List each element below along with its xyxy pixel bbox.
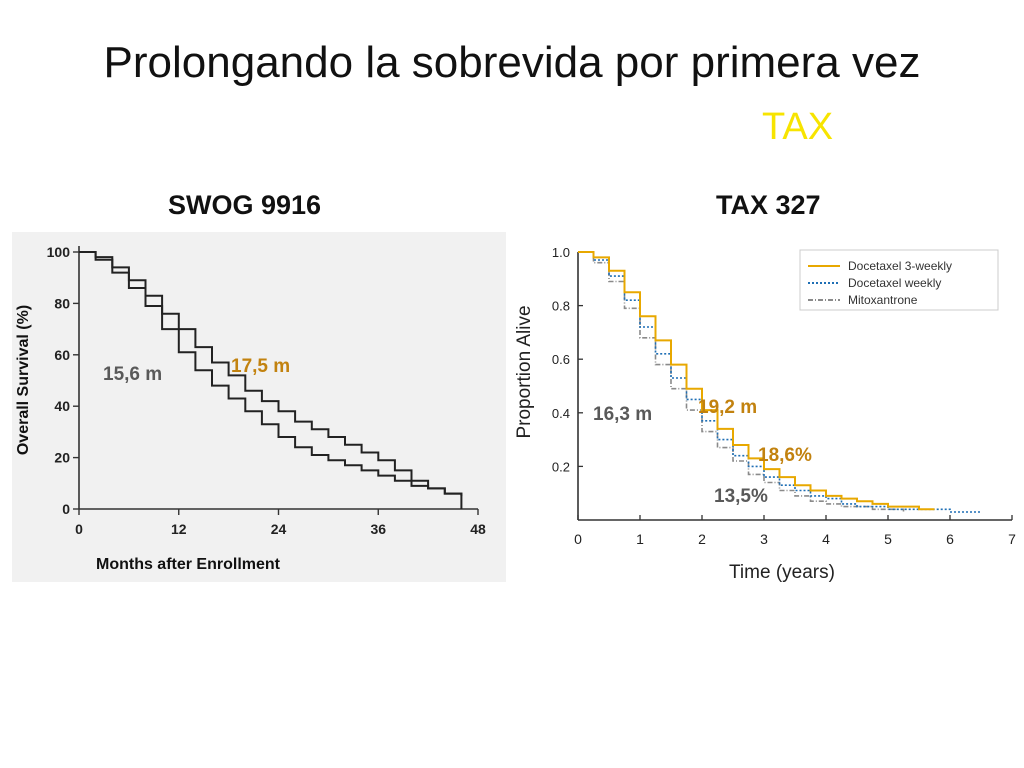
swog-y-tick-label: 100 [47,244,71,260]
swog-x-tick-label: 24 [271,521,287,537]
swog-y-tick-label: 80 [54,295,70,311]
tax327-y-axis-label: Proportion Alive [514,305,535,438]
tax327-legend: Docetaxel 3-weekly Docetaxel weekly Mitoxa… [799,249,999,311]
swog-x-axis-label: Months after Enrollment [96,556,281,573]
tax327-x-tick-label: 6 [946,531,954,547]
tax327-y-tick-label: 1.0 [552,245,570,260]
swog-x-tick-label: 48 [470,521,486,537]
slide-title: Prolongando la sobrevida por primera vez [103,38,921,87]
tax327-series-line-docetaxel-weekly [578,251,981,513]
tax327-x-axis-label: Time (years) [729,562,835,583]
tax327-y-tick-label: 0.6 [552,352,570,367]
tax327-series [578,251,981,513]
tax327-x-tick-label: 0 [574,531,582,547]
tax327-annotation-median-docetaxel: 19,2 m [698,397,757,418]
tax327-annotation-3yr-docetaxel: 18,6% [758,445,812,466]
tax327-legend-label: Docetaxel 3-weekly [848,259,952,273]
tax327-ticks: 0 1 2 3 4 5 6 7 0.2 0.4 0.6 0.8 1.0 [552,245,1016,547]
tax327-legend-label: Docetaxel weekly [848,276,941,290]
swog-y-axis-label: Overall Survival (%) [15,305,32,455]
swog-annotation-median-2: 17,5 m [231,356,290,377]
tax327-y-tick-label: 0.8 [552,299,570,314]
swog-y-tick-label: 0 [62,501,70,517]
tax327-legend-label: Mitoxantrone [848,293,918,307]
tax327-axes [577,252,1012,521]
swog-chart-background [12,232,506,582]
tax327-series-line-docetaxel-3-weekly [578,251,935,511]
swog-series-line-2 [79,251,463,509]
tax327-y-tick-label: 0.2 [552,459,570,474]
tax327-x-tick-label: 3 [760,531,768,547]
swog-y-tick-label: 20 [54,450,70,466]
tax327-x-tick-label: 7 [1008,531,1016,547]
tax327-series-line-mitoxantrone [578,251,905,512]
swog-x-tick-label: 36 [370,521,386,537]
tax327-x-tick-label: 5 [884,531,892,547]
tax327-chart: 0 1 2 3 4 5 6 7 0.2 0.4 0.6 0.8 1.0 Docetaxel 3-week… [514,245,1016,583]
tax327-annotation-3yr-mitoxantrone: 13,5% [714,486,768,507]
tax327-x-tick-label: 1 [636,531,644,547]
tax327-y-tick-label: 0.4 [552,406,570,421]
swog-x-tick-label: 12 [171,521,187,537]
tax327-x-tick-label: 2 [698,531,706,547]
tax-tag: TAX [762,106,834,148]
tax327-annotation-median-mitoxantrone: 16,3 m [593,404,652,425]
swog-chart-title: SWOG 9916 [168,190,322,220]
swog-chart: 0 12 24 36 48 0 20 40 60 80 100 Months after Enrol… [12,232,506,582]
swog-annotation-median-1: 15,6 m [103,364,162,385]
swog-x-tick-label: 0 [75,521,83,537]
swog-ticks: 0 12 24 36 48 0 20 40 60 80 100 [47,244,486,537]
swog-series [79,251,463,509]
tax327-x-tick-label: 4 [822,531,830,547]
swog-y-tick-label: 40 [54,398,70,414]
swog-y-tick-label: 60 [54,347,70,363]
tax327-chart-title: TAX 327 [716,190,821,220]
